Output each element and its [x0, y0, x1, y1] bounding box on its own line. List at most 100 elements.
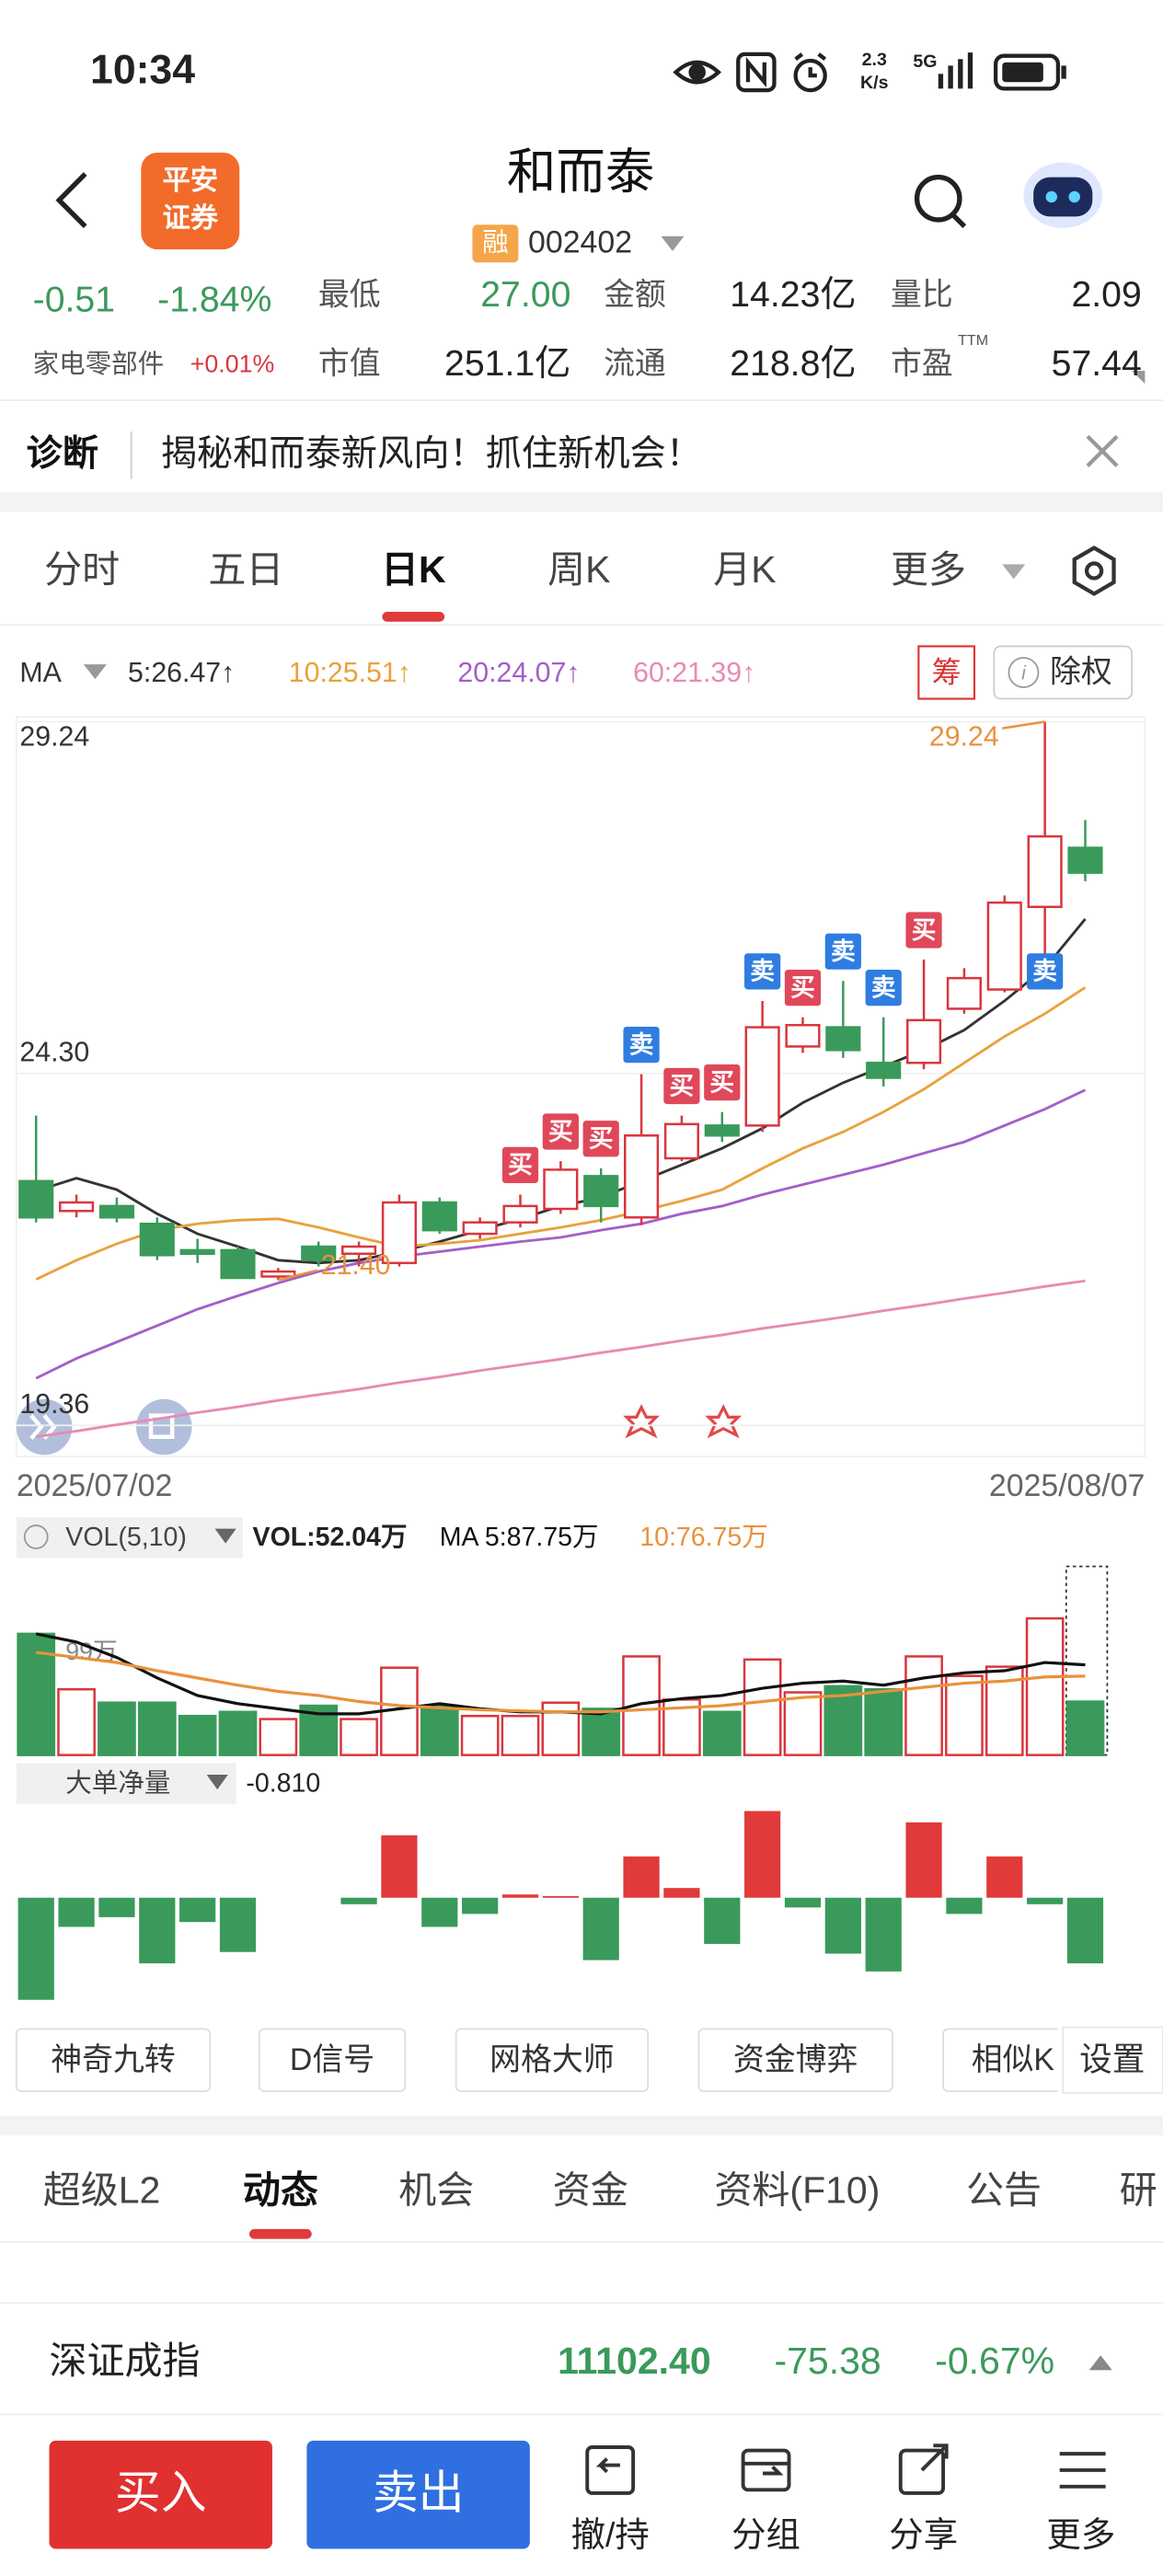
info-tab[interactable]: 资料(F10): [714, 2168, 880, 2211]
indicator-dropdown[interactable]: [214, 1528, 236, 1544]
info-tab[interactable]: 公告: [966, 2168, 1042, 2211]
indicator-dropdown[interactable]: [206, 1775, 228, 1790]
buy-signal-text: 买: [548, 1118, 573, 1145]
candle-body: [139, 1222, 175, 1257]
assistant-icon[interactable]: [1023, 162, 1103, 228]
tool-chip[interactable]: [697, 2028, 893, 2093]
net-bar: [865, 1897, 902, 1972]
volume-bar: [945, 1674, 984, 1756]
tool-label[interactable]: 网格大师: [489, 2042, 614, 2077]
settings-chip[interactable]: [1062, 2026, 1163, 2094]
period-tab[interactable]: 分时: [44, 548, 120, 591]
period-tab[interactable]: 日K: [381, 548, 446, 591]
tool-chip[interactable]: [258, 2028, 407, 2093]
sell-signal[interactable]: [623, 1026, 660, 1064]
volume-bar: [1025, 1616, 1065, 1756]
period-tab[interactable]: 更多: [891, 548, 966, 591]
stat-value: 2.09: [1071, 274, 1141, 315]
index-name[interactable]: 深证成指: [49, 2340, 200, 2382]
action-label[interactable]: 撤/持: [571, 2515, 650, 2554]
indicator-label[interactable]: VOL(5,10): [65, 1523, 187, 1552]
candle-body: [502, 1204, 538, 1224]
diagnosis-text[interactable]: 揭秘和而泰新风向！抓住新机会！: [161, 433, 702, 474]
buy-signal[interactable]: [905, 912, 942, 949]
chart-frame: [15, 716, 1146, 1458]
tool-label[interactable]: 资金博弈: [733, 2042, 858, 2077]
sell-signal[interactable]: [1027, 953, 1064, 990]
buy-button[interactable]: [49, 2440, 272, 2549]
volume-bar: [137, 1701, 177, 1756]
buy-signal[interactable]: [663, 1067, 700, 1105]
indicator-label[interactable]: 大单净量: [65, 1768, 170, 1798]
volume-bar: [864, 1687, 904, 1756]
exright-text[interactable]: 除权: [1050, 655, 1112, 690]
net-bar: [905, 1822, 942, 1898]
chip-text[interactable]: 筹: [932, 655, 961, 688]
tool-label[interactable]: 神奇九转: [51, 2042, 175, 2077]
tool-label[interactable]: 相似K: [972, 2042, 1055, 2077]
event-stars[interactable]: [623, 1404, 743, 1439]
search-button[interactable]: [914, 174, 967, 228]
net-bar: [744, 1811, 781, 1898]
tool-chip[interactable]: [455, 2028, 650, 2093]
badge-text: 融: [482, 228, 509, 258]
index-toggle[interactable]: [1088, 2355, 1112, 2371]
diagnosis-label: 诊断: [27, 433, 98, 474]
buy-signal[interactable]: [501, 1146, 539, 1184]
sell-signal[interactable]: [824, 933, 861, 970]
indicator-chip[interactable]: [16, 1763, 236, 1805]
info-tab[interactable]: 动态: [243, 2168, 318, 2211]
more-dropdown[interactable]: [1002, 564, 1026, 580]
net-legend: -0.810: [246, 1768, 320, 1798]
y-tick-label: 19.36: [19, 1389, 89, 1420]
buy-signal[interactable]: [704, 1064, 741, 1101]
action-label[interactable]: 更多: [1046, 2515, 1115, 2554]
indicator-chip[interactable]: [16, 1517, 243, 1558]
exright-button[interactable]: [993, 645, 1134, 700]
sell-label[interactable]: 卖出: [373, 2467, 465, 2519]
sell-signal[interactable]: [744, 953, 781, 990]
close-button[interactable]: [1086, 434, 1119, 467]
buy-signal-text: 买: [912, 916, 937, 944]
logo-text: 平安: [163, 165, 219, 196]
buy-signal[interactable]: [582, 1121, 619, 1157]
action-label[interactable]: 分享: [889, 2515, 958, 2554]
buy-label[interactable]: 买入: [115, 2467, 207, 2519]
settings-label[interactable]: 设置: [1079, 2041, 1145, 2077]
buy-signal[interactable]: [784, 970, 822, 1006]
sell-signal-text: 卖: [831, 937, 856, 965]
stat-value: 27.00: [480, 274, 570, 315]
sell-signal[interactable]: [865, 970, 902, 1006]
net-bar: [17, 1897, 54, 2000]
action-label[interactable]: 分组: [731, 2515, 800, 2554]
net-bar: [986, 1856, 1023, 1898]
info-tab[interactable]: 超级L2: [43, 2168, 161, 2211]
candle-body: [260, 1270, 296, 1278]
candle-body: [421, 1201, 457, 1232]
period-tab[interactable]: 月K: [713, 548, 776, 591]
vol-legend: MA 5:87.75万: [440, 1523, 599, 1552]
vol-legend: VOL:52.04万: [253, 1523, 408, 1552]
net-speed-unit: K/s: [860, 73, 889, 93]
info-tab[interactable]: 资金: [553, 2168, 628, 2211]
tool-label[interactable]: D信号: [290, 2042, 374, 2077]
chip-button[interactable]: [917, 645, 976, 700]
y-tick-label: 24.30: [19, 1038, 89, 1068]
buy-signal[interactable]: [542, 1113, 579, 1150]
chart-buttons[interactable]: [16, 1398, 192, 1455]
sell-button[interactable]: [306, 2440, 530, 2549]
tool-chip[interactable]: [942, 2028, 1083, 2093]
info-tab[interactable]: 机会: [398, 2168, 474, 2211]
period-tab[interactable]: 周K: [547, 548, 610, 591]
info-tab[interactable]: 研: [1120, 2168, 1157, 2211]
back-button[interactable]: [55, 172, 87, 228]
candle-body: [340, 1245, 377, 1255]
ma-dropdown[interactable]: [83, 664, 107, 680]
tool-chip[interactable]: [15, 2028, 212, 2093]
settings-gear[interactable]: [1072, 546, 1116, 596]
code-dropdown[interactable]: [661, 236, 685, 251]
period-tab[interactable]: 五日: [208, 548, 283, 591]
volume-bar: [57, 1687, 96, 1756]
net-bar: [704, 1897, 741, 1944]
volume-bar: [582, 1708, 621, 1756]
